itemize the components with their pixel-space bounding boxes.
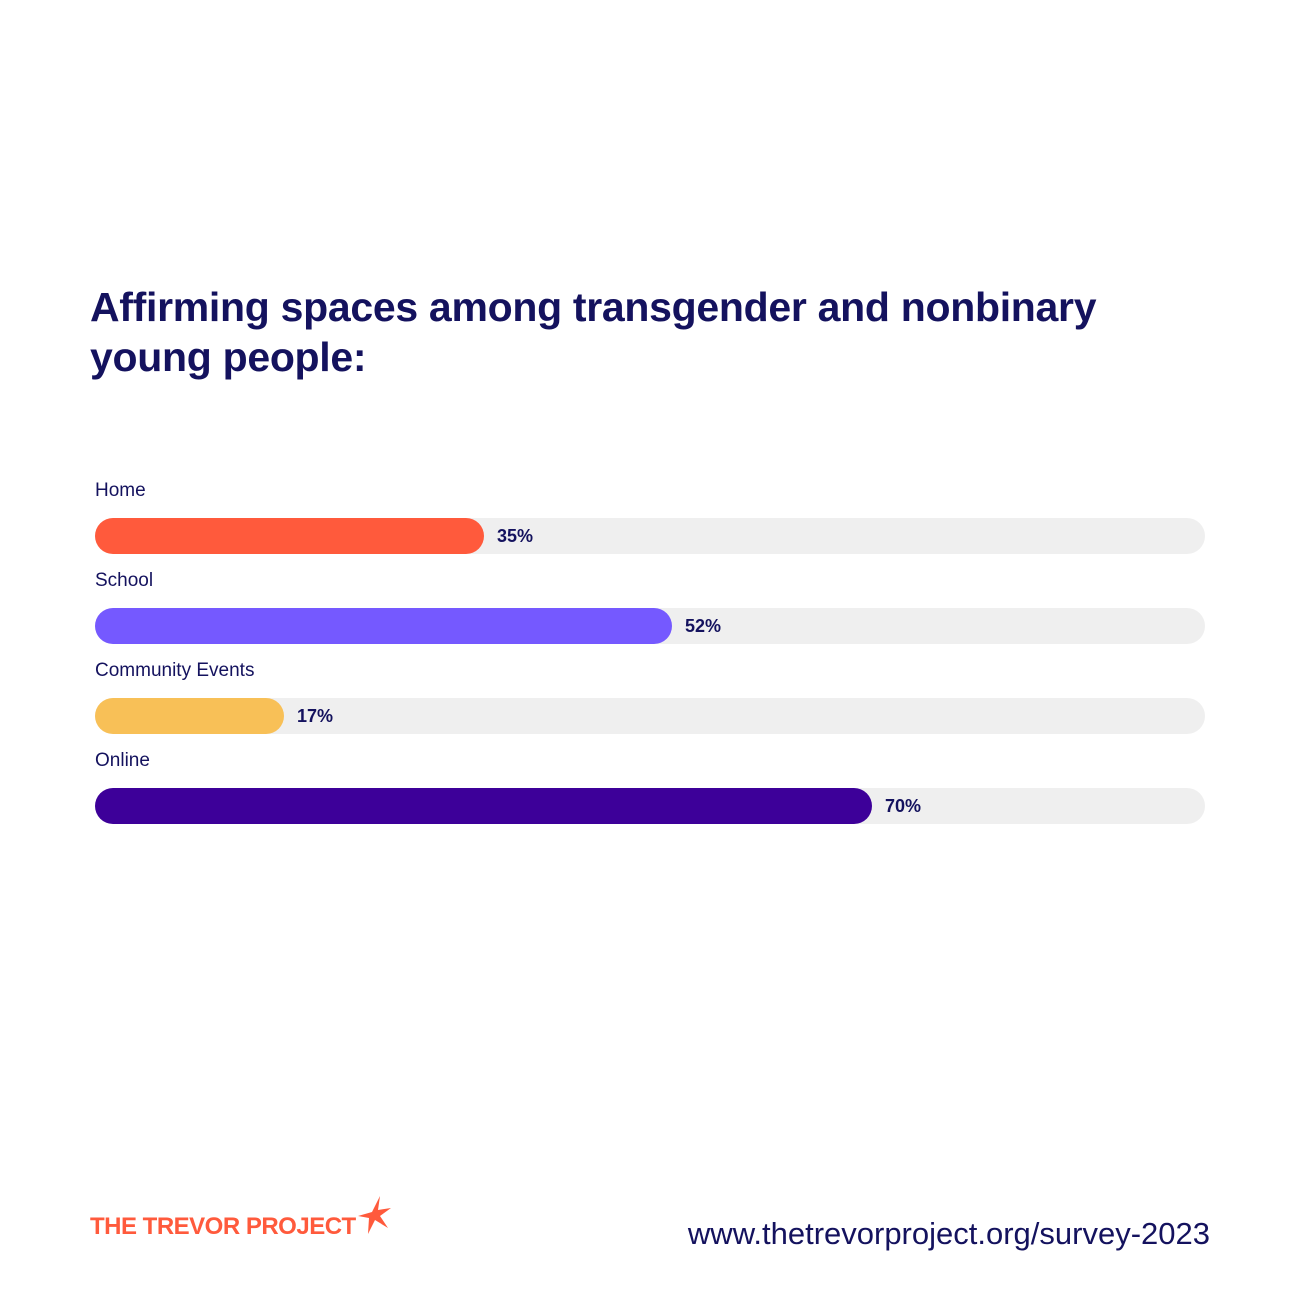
chart-title: Affirming spaces among transgender and n…	[90, 284, 1097, 380]
bar-track: 35%	[95, 518, 1205, 554]
logo-text: THE TREVOR PROJECT	[90, 1213, 356, 1240]
star-icon	[358, 1196, 391, 1234]
bar-fill	[95, 608, 672, 644]
bar-track: 52%	[95, 608, 1205, 644]
bar-fill	[95, 698, 284, 734]
bar-row: Online 70%	[95, 748, 1205, 838]
bar-row: Home 35%	[95, 478, 1205, 568]
bar-value-label: 35%	[497, 526, 534, 546]
bar-row: School 52%	[95, 568, 1205, 658]
bar-row: Community Events 17%	[95, 658, 1205, 748]
bar-value-label: 52%	[685, 616, 722, 636]
trevor-project-logo: THE TREVOR PROJECT	[90, 1196, 410, 1246]
survey-url[interactable]: www.thetrevorproject.org/survey-2023	[687, 1216, 1210, 1251]
bar-category-label: School	[95, 570, 154, 591]
bar-category-label: Home	[95, 480, 146, 501]
bar-category-label: Community Events	[95, 660, 255, 681]
bar-track: 70%	[95, 788, 1205, 824]
bar-track: 17%	[95, 698, 1205, 734]
bar-category-label: Online	[95, 750, 150, 771]
bar-value-label: 17%	[297, 706, 334, 726]
bar-fill	[95, 518, 484, 554]
bar-fill	[95, 788, 872, 824]
bar-value-label: 70%	[885, 796, 922, 816]
bar-chart: Home 35% School 52% Community Events 17% Onlin…	[95, 478, 1205, 838]
